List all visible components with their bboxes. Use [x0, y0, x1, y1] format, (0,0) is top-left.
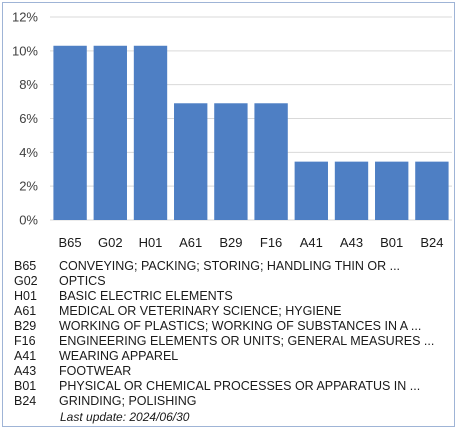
- y-tick-label: 2%: [19, 179, 38, 194]
- y-axis: 0% 2% 4% 6% 8% 10% 12%: [12, 10, 38, 228]
- legend-row: B24 GRINDING; POLISHING: [14, 394, 446, 409]
- legend-description: BASIC ELECTRIC ELEMENTS: [59, 289, 233, 303]
- category-legend: B65 CONVEYING; PACKING; STORING; HANDLING…: [14, 259, 446, 409]
- legend-code: A43: [14, 364, 37, 378]
- bar-b24: [415, 161, 449, 220]
- x-tick-label: F16: [260, 235, 282, 250]
- y-tick-label: 12%: [12, 10, 38, 25]
- legend-row: B01 PHYSICAL OR CHEMICAL PROCESSES OR APP…: [14, 379, 446, 394]
- legend-code: G02: [14, 274, 38, 288]
- legend-row: G02 OPTICS: [14, 274, 446, 289]
- legend-description: MEDICAL OR VETERINARY SCIENCE; HYGIENE: [59, 304, 342, 318]
- bar-g02: [93, 45, 127, 221]
- legend-code: H01: [14, 289, 37, 303]
- y-tick-label: 6%: [19, 111, 38, 126]
- legend-row: H01 BASIC ELECTRIC ELEMENTS: [14, 289, 446, 304]
- legend-row: A61 MEDICAL OR VETERINARY SCIENCE; HYGIEN…: [14, 304, 446, 319]
- legend-row: B65 CONVEYING; PACKING; STORING; HANDLING…: [14, 259, 446, 274]
- x-tick-label: A61: [179, 235, 202, 250]
- bars: [53, 45, 449, 221]
- legend-description: FOOTWEAR: [59, 364, 132, 378]
- legend-code: B01: [14, 379, 37, 393]
- x-tick-label: B29: [219, 235, 242, 250]
- x-tick-label: B01: [380, 235, 403, 250]
- legend-code: A41: [14, 349, 37, 363]
- bar-chart: 0% 2% 4% 6% 8% 10% 12% B65 G02 H01 A61 B29 F16 A41 A4…: [12, 10, 452, 250]
- bar-b65: [53, 45, 87, 221]
- y-tick-label: 8%: [19, 77, 38, 92]
- bar-h01: [133, 45, 168, 221]
- y-tick-label: 0%: [19, 213, 38, 228]
- legend-code: A61: [14, 304, 37, 318]
- legend-description: PHYSICAL OR CHEMICAL PROCESSES OR APPARA…: [59, 379, 421, 393]
- legend-code: B29: [14, 319, 37, 333]
- legend-row: F16 ENGINEERING ELEMENTS OR UNITS; GENERA…: [14, 334, 446, 349]
- legend-description: ENGINEERING ELEMENTS OR UNITS; GENERAL M…: [59, 334, 435, 348]
- y-tick-label: 4%: [19, 145, 38, 160]
- x-tick-label: A43: [340, 235, 363, 250]
- legend-row: A41 WEARING APPAREL: [14, 349, 446, 364]
- legend-description: WORKING OF PLASTICS; WORKING OF SUBSTANC…: [59, 319, 422, 333]
- legend-row: A43 FOOTWEAR: [14, 364, 446, 379]
- x-axis: B65 G02 H01 A61 B29 F16 A41 A43 B01 B24: [59, 235, 444, 250]
- bar-f16: [254, 103, 288, 220]
- legend-description: WEARING APPAREL: [59, 349, 179, 363]
- x-tick-label: B65: [59, 235, 82, 250]
- bar-a43: [334, 161, 369, 220]
- last-update-label: Last update: 2024/06/30: [60, 410, 190, 424]
- x-tick-label: G02: [98, 235, 123, 250]
- bar-b01: [375, 161, 409, 220]
- legend-description: GRINDING; POLISHING: [59, 394, 197, 408]
- legend-code: F16: [14, 334, 36, 348]
- legend-description: OPTICS: [59, 274, 106, 288]
- x-tick-label: H01: [139, 235, 163, 250]
- legend-row: B29 WORKING OF PLASTICS; WORKING OF SUBST…: [14, 319, 446, 334]
- x-tick-label: B24: [420, 235, 443, 250]
- legend-code: B24: [14, 394, 37, 408]
- legend-description: CONVEYING; PACKING; STORING; HANDLING TH…: [59, 259, 401, 273]
- bar-a41: [294, 161, 328, 220]
- bar-b29: [214, 103, 248, 220]
- legend-code: B65: [14, 259, 37, 273]
- x-tick-label: A41: [300, 235, 323, 250]
- y-tick-label: 10%: [12, 43, 38, 58]
- bar-a61: [174, 103, 208, 220]
